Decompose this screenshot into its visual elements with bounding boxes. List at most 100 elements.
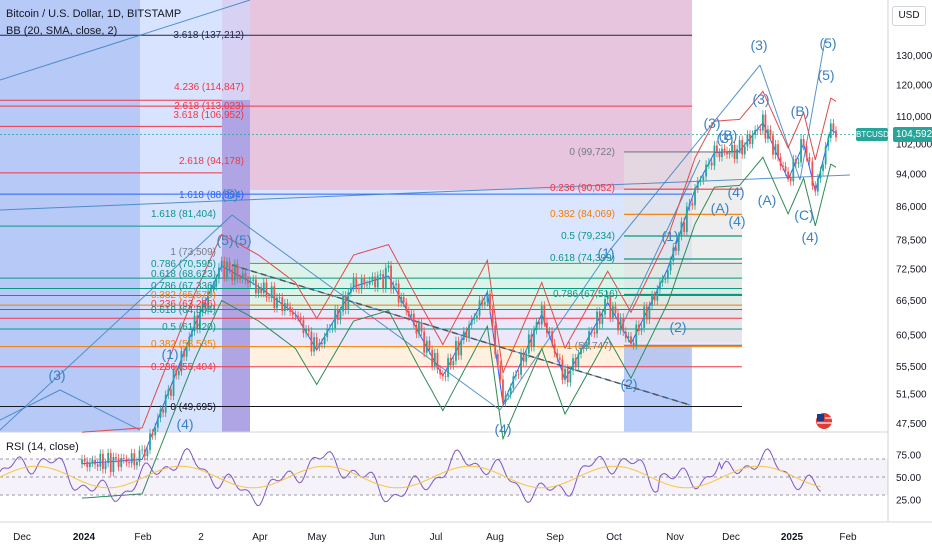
candle-body xyxy=(530,334,533,347)
pink-zone xyxy=(250,0,692,190)
candle-body xyxy=(289,306,292,312)
fib-low-label: 0.236 (63,256) xyxy=(151,299,216,310)
fib-label: 0.382 (84,069) xyxy=(550,209,615,220)
candle-body xyxy=(481,300,484,305)
candle-body xyxy=(104,463,107,470)
x-tick-label: Jul xyxy=(430,532,443,543)
rsi-tick-label: 50.00 xyxy=(896,473,921,484)
candle-body xyxy=(185,346,188,357)
candle-body xyxy=(265,282,268,298)
candle-body xyxy=(538,322,541,325)
currency-button[interactable]: USD xyxy=(892,6,926,26)
wave-line xyxy=(231,264,691,406)
candle-body xyxy=(128,462,130,464)
y-tick-label: 130,000 xyxy=(896,51,932,62)
candle-body xyxy=(96,464,99,467)
candle-body xyxy=(672,247,675,261)
candle-body xyxy=(548,331,551,334)
candle-body xyxy=(228,261,231,270)
candle-body xyxy=(460,339,463,356)
candle-body xyxy=(645,306,648,320)
y-tick-label: 47,500 xyxy=(896,419,927,430)
candle-body xyxy=(762,114,764,131)
candle-body xyxy=(617,313,619,331)
y-tick-label: 102,000 xyxy=(896,140,932,151)
wave-label: (4) xyxy=(176,416,193,432)
candle-body xyxy=(188,336,191,347)
candle-body xyxy=(611,306,614,318)
candle-body xyxy=(718,152,721,158)
candle-body xyxy=(622,317,625,332)
fib-label: 0.5 (79,234) xyxy=(561,231,615,242)
candle-body xyxy=(509,387,512,395)
candle-body xyxy=(779,157,782,166)
bb-indicator-label[interactable]: BB (20, SMA, close, 2) xyxy=(6,25,118,37)
y-tick-label: 51,500 xyxy=(896,389,927,400)
fib-low-label: 0.786 (70,595) xyxy=(151,259,216,270)
candle-body xyxy=(596,311,598,334)
candle-body xyxy=(630,336,632,343)
candle-body xyxy=(164,394,167,413)
candle-body xyxy=(138,450,141,462)
fib-low-label: 0.236 (55,404) xyxy=(151,362,216,373)
wave-line xyxy=(609,64,761,251)
candle-body xyxy=(677,236,680,251)
candle-body xyxy=(572,358,574,371)
x-tick-label: Nov xyxy=(666,532,684,543)
candle-body xyxy=(569,370,572,383)
candle-body xyxy=(468,324,470,338)
candle-body xyxy=(236,263,239,279)
candle-body xyxy=(180,351,183,372)
rsi-indicator-label[interactable]: RSI (14, close) xyxy=(6,441,79,453)
wave-label: (4) xyxy=(801,229,818,245)
candle-body xyxy=(452,360,455,366)
symbol-title[interactable]: Bitcoin / U.S. Dollar, 1D, BITSTAMP xyxy=(6,8,182,20)
wave-label: (5) xyxy=(234,232,251,248)
candle-body xyxy=(418,322,420,334)
candle-body xyxy=(802,139,805,146)
candle-body xyxy=(233,263,236,281)
y-tick-label: 94,000 xyxy=(896,170,927,181)
candle-body xyxy=(334,309,337,329)
candle-body xyxy=(336,309,339,321)
us-flag-icon[interactable] xyxy=(816,413,832,429)
candle-body xyxy=(241,273,244,279)
bb-lower-band xyxy=(81,156,837,499)
fib-ext-label: 1.618 (81,404) xyxy=(151,209,216,220)
candle-body xyxy=(260,287,263,293)
candle-body xyxy=(664,278,667,280)
candle-body xyxy=(204,301,207,311)
candle-body xyxy=(455,340,457,361)
x-tick-label: Apr xyxy=(252,532,268,543)
candle-body xyxy=(368,280,371,285)
candle-body xyxy=(436,352,439,370)
candle-body xyxy=(358,288,360,290)
fib-ext-label: 2.618 (94,178) xyxy=(179,156,244,167)
candle-body xyxy=(816,178,819,192)
candle-body xyxy=(395,283,398,286)
x-tick-label: Dec xyxy=(722,532,740,543)
candle-body xyxy=(146,449,149,457)
candle-body xyxy=(400,297,403,303)
wave-label: (5) xyxy=(817,67,834,83)
bb-upper-band xyxy=(81,90,837,433)
fib-ext-label: 4.236 (114,847) xyxy=(174,82,244,93)
candle-body xyxy=(564,368,566,380)
candle-body xyxy=(115,456,117,459)
candle-body xyxy=(680,221,683,237)
candle-body xyxy=(502,379,504,403)
candle-body xyxy=(342,295,344,312)
wave-label: (1) xyxy=(597,245,614,261)
candle-body xyxy=(476,315,478,318)
candle-body xyxy=(405,302,408,311)
candle-body xyxy=(483,302,486,305)
candle-body xyxy=(247,280,249,284)
wave-label: (4) xyxy=(494,421,511,437)
candle-body xyxy=(637,324,640,331)
candle-body xyxy=(721,148,723,158)
candle-body xyxy=(94,459,96,465)
candle-body xyxy=(465,331,468,338)
candle-body xyxy=(517,374,520,376)
candle-body xyxy=(223,260,226,278)
